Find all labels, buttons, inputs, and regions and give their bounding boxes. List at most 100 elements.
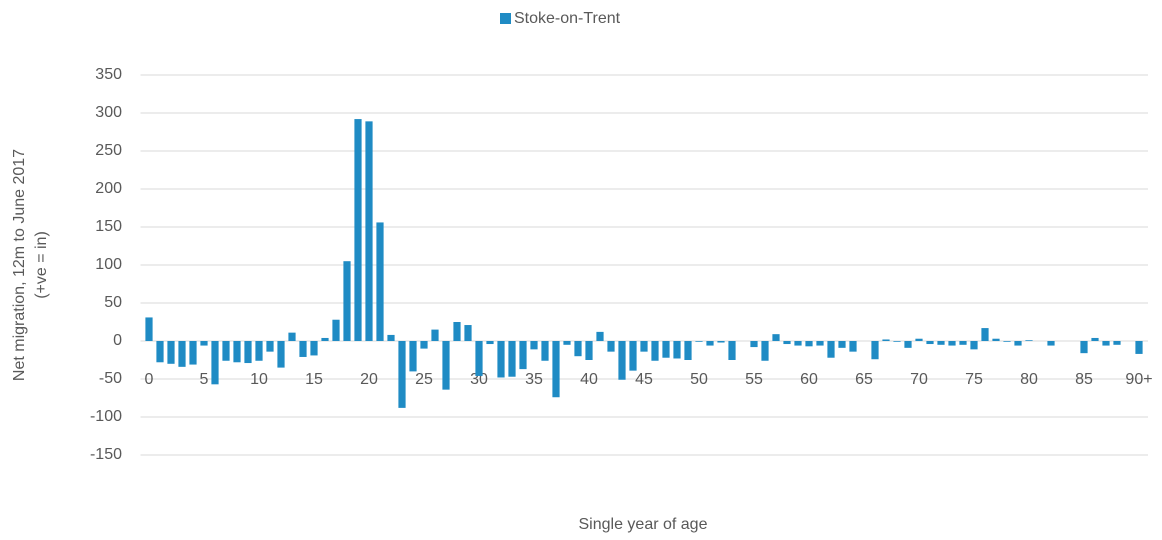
bar [1014, 341, 1022, 346]
bar [398, 341, 406, 408]
x-tick-label: 55 [745, 371, 763, 388]
x-tick-label: 10 [250, 371, 268, 388]
bar [233, 341, 241, 363]
bar [959, 341, 967, 345]
bar [277, 341, 285, 368]
bar [1047, 341, 1055, 346]
legend-swatch [500, 13, 511, 24]
bar [343, 261, 351, 341]
bar [497, 341, 505, 378]
bar [871, 341, 879, 360]
y-tick-label: 300 [95, 104, 122, 121]
bar [1135, 341, 1143, 354]
bar [1025, 340, 1033, 341]
bar [178, 341, 186, 367]
bar [618, 341, 626, 380]
x-tick-label: 75 [965, 371, 983, 388]
bar [563, 341, 571, 345]
y-tick-label: 250 [95, 142, 122, 159]
bar [200, 341, 208, 346]
bar [640, 341, 648, 352]
bar [255, 341, 263, 361]
bar [376, 222, 384, 341]
bar [409, 341, 417, 372]
bar [486, 341, 494, 345]
bar [805, 341, 813, 347]
bar [794, 341, 802, 346]
bar [1091, 337, 1099, 341]
bar [673, 341, 681, 359]
bar [552, 341, 560, 398]
y-axis-title: (+ve = in) [33, 231, 50, 299]
x-tick-label: 5 [200, 371, 209, 388]
bar [838, 341, 846, 348]
bar [299, 341, 307, 357]
x-tick-label: 25 [415, 371, 433, 388]
bar [189, 341, 197, 365]
bar [453, 322, 461, 341]
bar [893, 341, 901, 342]
bar [1003, 341, 1011, 342]
bar [354, 119, 362, 341]
bar [596, 331, 604, 341]
y-tick-label: 0 [113, 332, 122, 349]
bar [321, 337, 329, 341]
bar [761, 341, 769, 361]
bar [992, 338, 1000, 341]
y-tick-label: -100 [90, 408, 122, 425]
x-tick-label: 70 [910, 371, 928, 388]
y-tick-label: -150 [90, 446, 122, 463]
x-tick-label: 65 [855, 371, 873, 388]
bar [926, 341, 934, 345]
bar [629, 341, 637, 371]
x-tick-label: 80 [1020, 371, 1038, 388]
x-tick-label: 45 [635, 371, 653, 388]
bar [706, 341, 714, 346]
bar [387, 334, 395, 341]
x-tick-label: 40 [580, 371, 598, 388]
bar [541, 341, 549, 361]
x-tick-label: 85 [1075, 371, 1093, 388]
x-tick-label: 50 [690, 371, 708, 388]
bar [937, 341, 945, 345]
bar [167, 341, 175, 364]
x-tick-label: 90+ [1125, 371, 1152, 388]
bar [310, 341, 318, 356]
bar [464, 325, 472, 341]
bar [222, 341, 230, 361]
bar [948, 341, 956, 346]
bar [662, 341, 670, 358]
y-tick-label: 350 [95, 66, 122, 83]
bar [827, 341, 835, 358]
y-axis-title: Net migration, 12m to June 2017 [11, 149, 28, 381]
x-tick-label: 0 [145, 371, 154, 388]
bar [728, 341, 736, 360]
bar [607, 341, 615, 352]
x-tick-label: 60 [800, 371, 818, 388]
bar [717, 341, 725, 343]
x-tick-label: 15 [305, 371, 323, 388]
legend-label: Stoke-on-Trent [514, 10, 621, 27]
bar [1080, 341, 1088, 354]
x-tick-label: 20 [360, 371, 378, 388]
bar [750, 341, 758, 348]
bar [365, 121, 373, 341]
bar [574, 341, 582, 357]
bar [288, 332, 296, 341]
bar [442, 341, 450, 390]
bar [156, 341, 164, 363]
bar [684, 341, 692, 360]
bar [475, 341, 483, 376]
bar [915, 338, 923, 341]
bar [970, 341, 978, 350]
y-tick-label: 100 [95, 256, 122, 273]
bar [431, 329, 439, 341]
bar [849, 341, 857, 352]
bar [244, 341, 252, 364]
x-tick-label: 30 [470, 371, 488, 388]
y-tick-label: -50 [99, 370, 122, 387]
bar [519, 341, 527, 370]
bar [420, 341, 428, 349]
x-axis-title: Single year of age [579, 516, 708, 533]
